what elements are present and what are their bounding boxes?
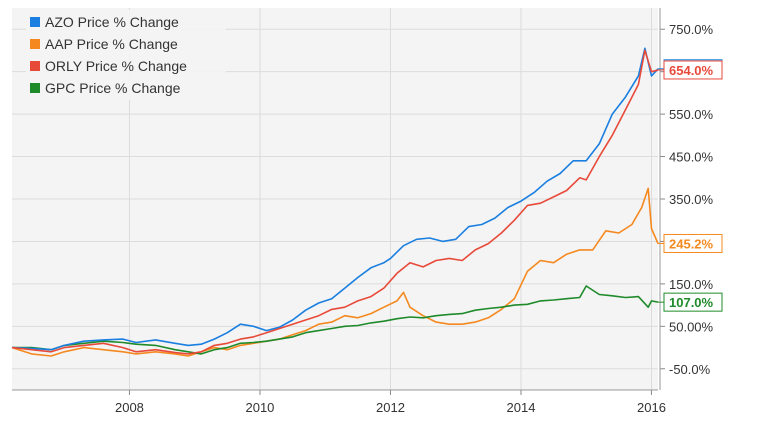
legend-swatch	[30, 61, 40, 71]
x-tick-label: 2010	[245, 400, 274, 415]
x-tick-label: 2016	[637, 400, 666, 415]
y-tick-label: 150.0%	[669, 277, 714, 292]
x-tick-label: 2012	[376, 400, 405, 415]
legend-label: GPC Price % Change	[45, 80, 181, 96]
legend-swatch	[30, 17, 40, 27]
legend-swatch	[30, 39, 40, 49]
y-tick-label: 550.0%	[669, 107, 714, 122]
end-value-label: 245.2%	[669, 236, 714, 251]
legend-swatch	[30, 83, 40, 93]
legend-label: ORLY Price % Change	[45, 58, 187, 74]
y-tick-label: -50.0%	[669, 362, 711, 377]
end-label-box	[663, 233, 723, 253]
end-label-box	[663, 60, 723, 80]
x-tick-label: 2008	[115, 400, 144, 415]
series-line-1	[11, 187, 659, 357]
legend-label: AZO Price % Change	[45, 14, 179, 30]
legend-label: AAP Price % Change	[45, 36, 178, 52]
series-lines	[11, 47, 659, 357]
y-tick-label: 350.0%	[669, 192, 714, 207]
x-tick-label: 2014	[507, 400, 536, 415]
y-tick-label: 450.0%	[669, 150, 714, 165]
legend: AZO Price % Change AAP Price % Change ORLY…	[26, 10, 226, 100]
end-value-labels: 656.8%245.2%654.0%107.0%	[658, 59, 723, 312]
end-value-label: 107.0%	[669, 295, 714, 310]
series-line-0	[11, 47, 659, 351]
end-label-box	[663, 292, 723, 312]
y-tick-label: 50.00%	[669, 319, 714, 334]
legend-background	[26, 10, 226, 100]
x-axis: 2008 2010 2012 2014 2016	[12, 389, 666, 415]
end-value-label: 654.0%	[669, 63, 714, 78]
y-tick-label: 750.0%	[669, 22, 714, 37]
series-line-3	[12, 285, 659, 355]
series-line-2	[11, 49, 659, 355]
